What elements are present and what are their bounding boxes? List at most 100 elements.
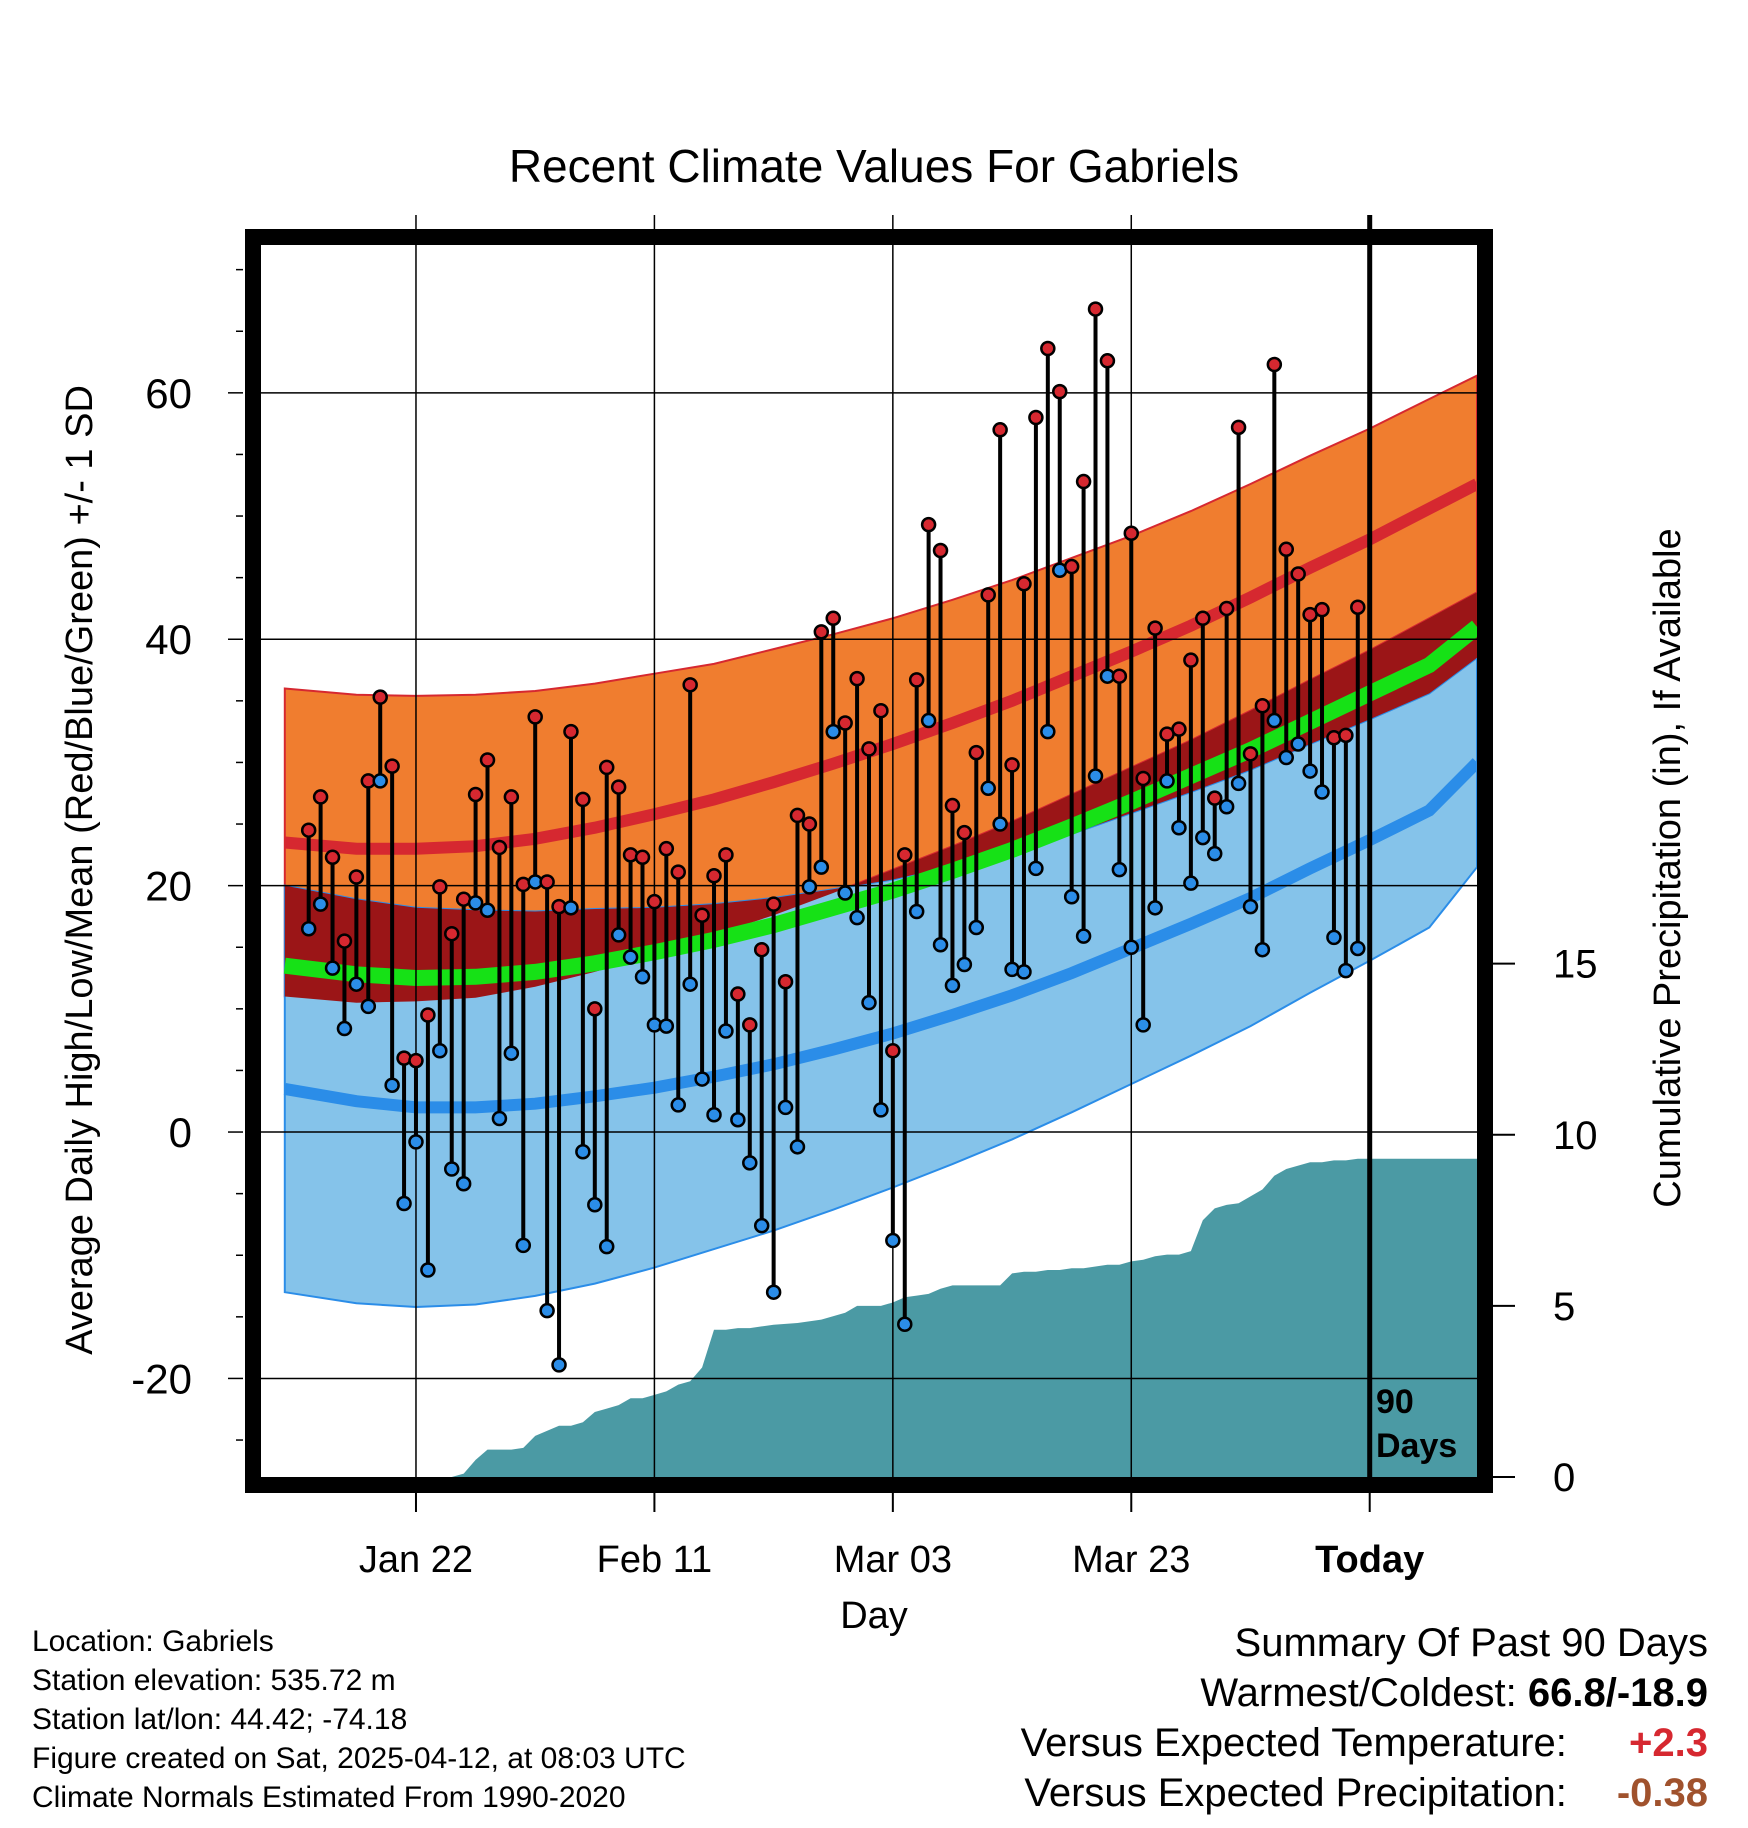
obs-high-point xyxy=(813,624,830,640)
obs-low-point xyxy=(897,1316,913,1332)
temp-departure-value: +2.3 xyxy=(1629,1721,1708,1765)
obs-low-point xyxy=(837,885,853,901)
obs-high-point xyxy=(956,824,973,841)
obs-high-point xyxy=(1040,340,1056,357)
obs-high-point xyxy=(980,587,996,603)
obs-high-point xyxy=(789,807,806,824)
obs-high-point xyxy=(1171,721,1187,737)
x-tick-label: Feb 11 xyxy=(597,1539,712,1581)
obs-low-point xyxy=(920,712,937,729)
obs-high-point xyxy=(1016,576,1032,592)
obs-low-point xyxy=(491,1110,508,1127)
obs-low-point xyxy=(849,909,865,926)
overlap-band xyxy=(284,592,1477,1003)
obs-high-point xyxy=(646,893,663,910)
obs-low-point xyxy=(1230,775,1247,792)
obs-high-point xyxy=(1063,558,1080,575)
obs-low-point xyxy=(455,1176,472,1192)
obs-low-point xyxy=(992,816,1008,832)
obs-high-point xyxy=(706,868,722,884)
obs-high-point xyxy=(837,715,853,731)
obs-low-point xyxy=(1278,749,1295,766)
y-tick-label-left: 60 xyxy=(145,370,192,417)
obs-low-point xyxy=(777,1099,794,1116)
x-tick-label: Mar 03 xyxy=(834,1539,952,1581)
obs-high-point xyxy=(777,973,794,990)
obs-high-point xyxy=(1183,652,1199,668)
obs-low-point xyxy=(1242,898,1259,915)
warmest-coldest-row: Warmest/Coldest: 66.8/-18.9 xyxy=(1021,1668,1708,1718)
obs-high-point xyxy=(1147,620,1163,636)
x-tick-label: Mar 23 xyxy=(1072,1539,1190,1581)
obs-low-point xyxy=(598,1238,615,1255)
obs-low-point xyxy=(575,1144,591,1160)
obs-low-point xyxy=(503,1045,520,1061)
obs-low-point xyxy=(1040,723,1056,740)
obs-high-point xyxy=(861,741,877,757)
x-tick-label: Jan 22 xyxy=(359,1539,473,1581)
precip-layer xyxy=(261,1158,1477,1477)
station-info: Location: Gabriels Station elevation: 53… xyxy=(32,1622,686,1817)
obs-high-point xyxy=(312,789,329,805)
obs-low-point xyxy=(718,1023,734,1039)
obs-high-point xyxy=(1230,419,1247,436)
obs-high-point xyxy=(1314,601,1330,618)
obs-low-point xyxy=(622,949,639,965)
obs-low-point xyxy=(563,900,579,916)
obs-high-point xyxy=(658,840,675,857)
obs-low-point xyxy=(467,895,484,911)
elevation-text: Station elevation: 535.72 m xyxy=(32,1664,396,1697)
obs-high-point xyxy=(1290,566,1306,582)
obs-high-point xyxy=(1266,356,1283,373)
obs-high-point xyxy=(1099,353,1116,369)
obs-low-point xyxy=(384,1077,400,1093)
obs-high-point xyxy=(730,986,746,1002)
obs-high-point xyxy=(908,672,925,688)
obs-high-point xyxy=(348,869,365,885)
obs-high-point xyxy=(694,907,710,923)
summary-title: Summary Of Past 90 Days xyxy=(1234,1621,1708,1665)
obs-low-point xyxy=(1314,784,1330,800)
obs-low-point xyxy=(360,998,377,1015)
obs-high-point xyxy=(801,816,818,832)
obs-high-point xyxy=(1195,610,1211,627)
location-text: Location: Gabriels xyxy=(32,1625,274,1658)
obs-low-point xyxy=(1290,736,1306,752)
obs-low-point xyxy=(730,1111,746,1128)
obs-high-point xyxy=(598,759,615,776)
precip-departure-label: Versus Expected Precipitation: xyxy=(1024,1771,1567,1815)
obs-low-point xyxy=(551,1357,567,1373)
obs-low-point xyxy=(765,1284,782,1300)
obs-low-point xyxy=(1016,964,1032,980)
obs-low-point xyxy=(634,969,651,985)
precip-area xyxy=(261,1158,1477,1477)
x-tick-label: Today xyxy=(1315,1539,1424,1581)
x-axis-label: Day xyxy=(840,1595,908,1637)
y-axis-label-left: Average Daily High/Low/Mean (Red/Blue/Gr… xyxy=(59,385,101,1355)
obs-low-point xyxy=(873,1102,889,1118)
y-tick-label-right: 5 xyxy=(1553,1285,1575,1329)
plot-frame xyxy=(245,229,1493,1493)
obs-low-point xyxy=(479,902,496,919)
obs-low-point xyxy=(1028,860,1044,877)
y-tick-label-left: 40 xyxy=(145,616,192,663)
obs-low-point xyxy=(694,1071,710,1087)
summary-panel: Summary Of Past 90 Days Warmest/Coldest:… xyxy=(1021,1618,1708,1818)
obs-low-point xyxy=(932,937,949,953)
precip-departure-value: -0.38 xyxy=(1616,1771,1708,1815)
obs-high-point xyxy=(682,677,698,693)
y-tick-label-left: -20 xyxy=(131,1355,192,1402)
today-marker-label-2: Days xyxy=(1376,1427,1457,1465)
obs-high-point xyxy=(1111,668,1128,684)
obs-low-point xyxy=(372,773,388,789)
warmest-coldest-label: Warmest/Coldest: xyxy=(1200,1671,1517,1715)
obs-high-point xyxy=(849,670,865,687)
obs-low-point xyxy=(348,976,365,992)
obs-low-point xyxy=(1302,763,1318,779)
obs-low-point xyxy=(813,859,830,875)
obs-high-point xyxy=(1075,473,1092,490)
obs-low-point xyxy=(956,956,973,973)
obs-low-point xyxy=(324,960,341,976)
obs-low-point xyxy=(1218,799,1235,815)
obs-high-point xyxy=(563,723,579,740)
